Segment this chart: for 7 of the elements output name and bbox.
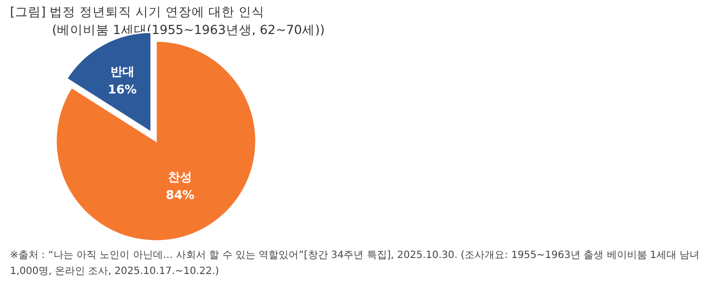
slice-label: 찬성 [168, 170, 192, 184]
chart-subtitle: (베이비붐 1세대(1955~1963년생, 62~70세)) [52, 22, 325, 39]
data-label: 84% [166, 188, 194, 202]
text: ※출처 : “나는 아직 노인이 아닌데… 사회서 할 수 있는 역할있어”[창간 34주년 특집], 2025.10.30. (조사개요: 1955~1963년 출생 베이비붐 1세대 남녀 1,000명, 온라인 조사, 2025.10.17.~10.22.) [10, 249, 701, 279]
data-label: 16% [108, 82, 137, 97]
chart-title: [그림] 법정 정년퇴직 시기 연장에 대한 인식 [10, 4, 265, 21]
slice-label: 반대 [110, 64, 134, 79]
